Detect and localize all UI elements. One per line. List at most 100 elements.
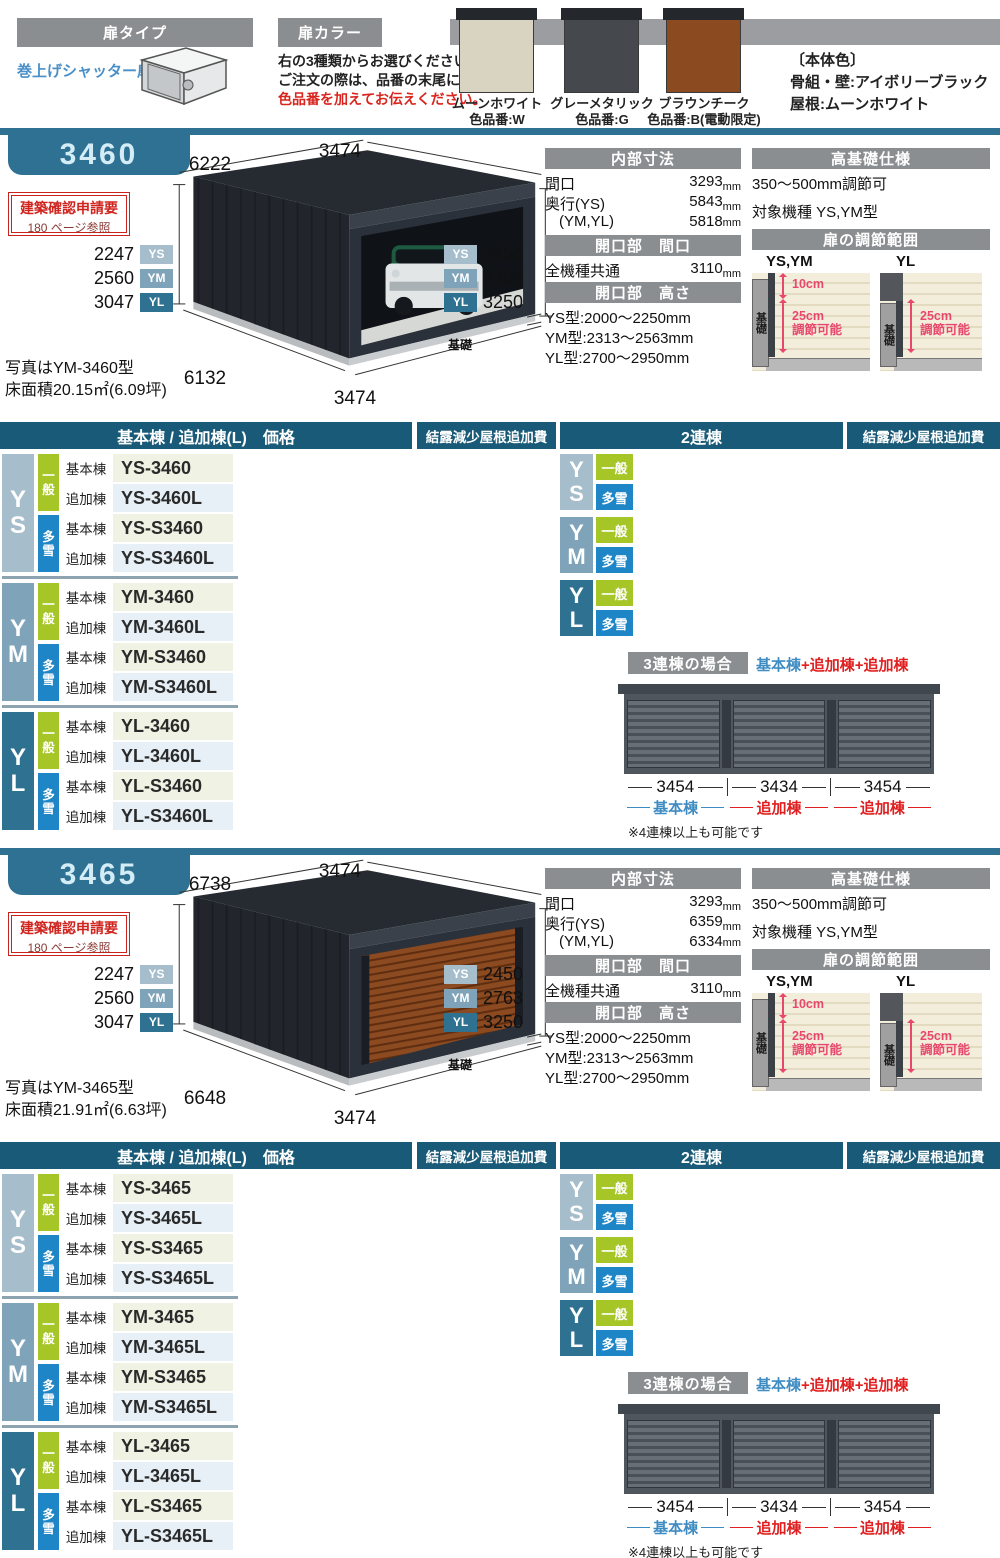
- general-badge: 一般: [596, 1174, 633, 1200]
- shutter-door: [733, 700, 825, 768]
- height-dimension-row: 2247 YS: [84, 242, 173, 266]
- model-rows: 基本棟 YM-3465 追加棟 YM-3465L 基本棟 YM-S3465 追加棟 YM-S3…: [62, 1303, 412, 1423]
- adjust-label-ysym: YS,YM: [766, 973, 813, 990]
- swatch-panel: [666, 20, 741, 93]
- building-permit-box: 建築確認申請要 180 ページ参照: [8, 912, 130, 956]
- door-adjust-range-header: 扉の調節範囲: [752, 229, 990, 250]
- unit-mm: mm: [722, 217, 741, 229]
- wall-strip: [896, 301, 903, 357]
- building-kind-label: 基本棟: [65, 651, 107, 666]
- group-separator: [2, 1296, 238, 1299]
- building-kind-label: 基本棟: [65, 462, 107, 477]
- model-number: YM-3465L: [113, 1333, 233, 1361]
- price-row: 基本棟 YL-3460: [62, 712, 412, 740]
- adjust-label-yl: YL: [896, 973, 916, 990]
- dim-label: 奥行(YS): [545, 196, 606, 213]
- note-line-3: 色品番を加えてお伝えください。: [278, 91, 487, 107]
- swatch-name: ブラウンチーク: [658, 96, 750, 111]
- door-color-header: 扉カラー: [278, 18, 382, 47]
- duplex-table-body: Y S 一般 多雪 Y M 一般 多雪 Y L 一般 多雪: [560, 454, 760, 643]
- dimension-value: 2247: [93, 243, 134, 264]
- color-swatch-brown-teak: [663, 8, 744, 93]
- opening-height-ys: YS型:2000～2250mm: [545, 310, 691, 327]
- general-badge: 一般: [38, 712, 59, 769]
- swatch-code: 色品番:B(電動限定): [647, 112, 761, 127]
- wall-top-block: [880, 993, 903, 1021]
- model-number: YS-3465L: [113, 1204, 233, 1232]
- general-badge: 一般: [596, 454, 633, 480]
- heavy-snow-badge: 多雪: [596, 1204, 633, 1230]
- duplex-group-ys: Y S 一般 多雪: [560, 1174, 760, 1230]
- left-height-dimensions: 2247 YS 2560 YM 3047 YL: [84, 242, 173, 314]
- inner-dims-header: 内部寸法: [545, 868, 741, 889]
- foundation-target-models: 対象機種 YS,YM型: [752, 204, 878, 221]
- snow-class-badges: 一般多雪: [38, 1432, 59, 1550]
- swatch-name: グレーメタリック: [550, 96, 654, 111]
- dim-value: 3110: [690, 980, 723, 997]
- door-type-header: 扉タイプ: [17, 18, 253, 47]
- dew-reduction-header: 結露減少屋根追加費: [417, 1142, 556, 1169]
- unit-mm: mm: [722, 937, 741, 949]
- height-dimension-row: YM 2763: [444, 266, 545, 290]
- model-number: YM-3465: [113, 1303, 233, 1331]
- model-number: YS-S3460: [113, 514, 233, 542]
- price-row: 基本棟 YS-3465: [62, 1174, 412, 1202]
- heavy-snow-badge: 多雪: [596, 1267, 633, 1293]
- unit-mm: mm: [722, 901, 741, 913]
- heavy-snow-badge: 多雪: [38, 773, 59, 830]
- price-row: 追加棟 YL-3460L: [62, 742, 412, 770]
- inner-dims-header: 内部寸法: [545, 148, 741, 169]
- dim-value: 5843: [689, 193, 723, 210]
- building-kind-label: 基本棟: [65, 1500, 107, 1515]
- building-kind-label: 基本棟: [65, 1242, 107, 1257]
- floor-strip: [894, 358, 982, 371]
- model-number: YL-3460: [113, 712, 233, 740]
- right-height-dimensions: YS 2450 YM 2763 YL 3250: [444, 962, 545, 1034]
- dim-label: 間口: [545, 176, 576, 193]
- group-separator: [2, 705, 238, 708]
- general-badge: 一般: [38, 1174, 59, 1231]
- type-badge-ys: YS: [140, 964, 173, 984]
- height-dimension-row: YL 3250: [444, 1010, 545, 1034]
- triple-unit-label: 追加棟: [831, 1518, 934, 1537]
- dim-25cm-label: 25cm 調節可能: [920, 309, 971, 337]
- dim-width-bottom: 3474: [333, 1108, 377, 1129]
- dim-25cm-label: 25cm 調節可能: [792, 1029, 843, 1057]
- snow-class-badges: 一般多雪: [38, 1303, 59, 1421]
- price-row: 追加棟 YL-S3465L: [62, 1522, 412, 1550]
- triple-dim-value: 3454: [624, 777, 728, 796]
- heavy-snow-badge: 多雪: [596, 484, 633, 510]
- unit-mm: mm: [722, 988, 741, 1000]
- body-color-roof: 屋根:ムーンホワイト: [790, 96, 930, 113]
- model-number: YL-3460L: [113, 742, 233, 770]
- triple-dim-value: 3454: [831, 1497, 934, 1516]
- price-row: 追加棟 YS-3465L: [62, 1204, 412, 1232]
- dimension-value: 2763: [483, 267, 524, 288]
- duplex-group-yl: Y L 一般 多雪: [560, 580, 760, 636]
- price-row: 追加棟 YM-S3460L: [62, 673, 412, 701]
- height-dimension-row: 2560 YM: [84, 986, 173, 1010]
- triple-label-row: 基本棟 追加棟 追加棟: [624, 798, 934, 817]
- general-badge: 一般: [596, 1237, 633, 1263]
- post: [722, 1420, 731, 1488]
- model-number: YL-S3465L: [113, 1522, 233, 1550]
- price-row: 基本棟 YL-S3465: [62, 1492, 412, 1520]
- dim-arrow-10cm: [779, 993, 787, 1019]
- triple-dim-value: 3454: [624, 1497, 728, 1516]
- dim-width-bottom: 3474: [333, 388, 377, 409]
- triple-dimension-row: 3454 3434 3454: [624, 777, 934, 796]
- type-badge-yl: YL: [444, 292, 477, 312]
- price-group-ys: Y S 一般多雪基本棟 YS-3460 追加棟 YS-3460L 基本棟 YS-S3460 追加…: [2, 454, 412, 572]
- building-kind-label: 追加棟: [65, 621, 107, 636]
- price-group-ym: Y M 一般多雪基本棟 YM-3460 追加棟 YM-3460L 基本棟 YM-S3460 追加…: [2, 583, 412, 701]
- type-badge-yl: YL: [140, 1012, 173, 1032]
- wall-top-block: [880, 273, 903, 301]
- swatch-roof-bar: [663, 8, 744, 20]
- dim-depth-bottom: 6648: [183, 1088, 227, 1109]
- model-number: YS-3460: [113, 454, 233, 482]
